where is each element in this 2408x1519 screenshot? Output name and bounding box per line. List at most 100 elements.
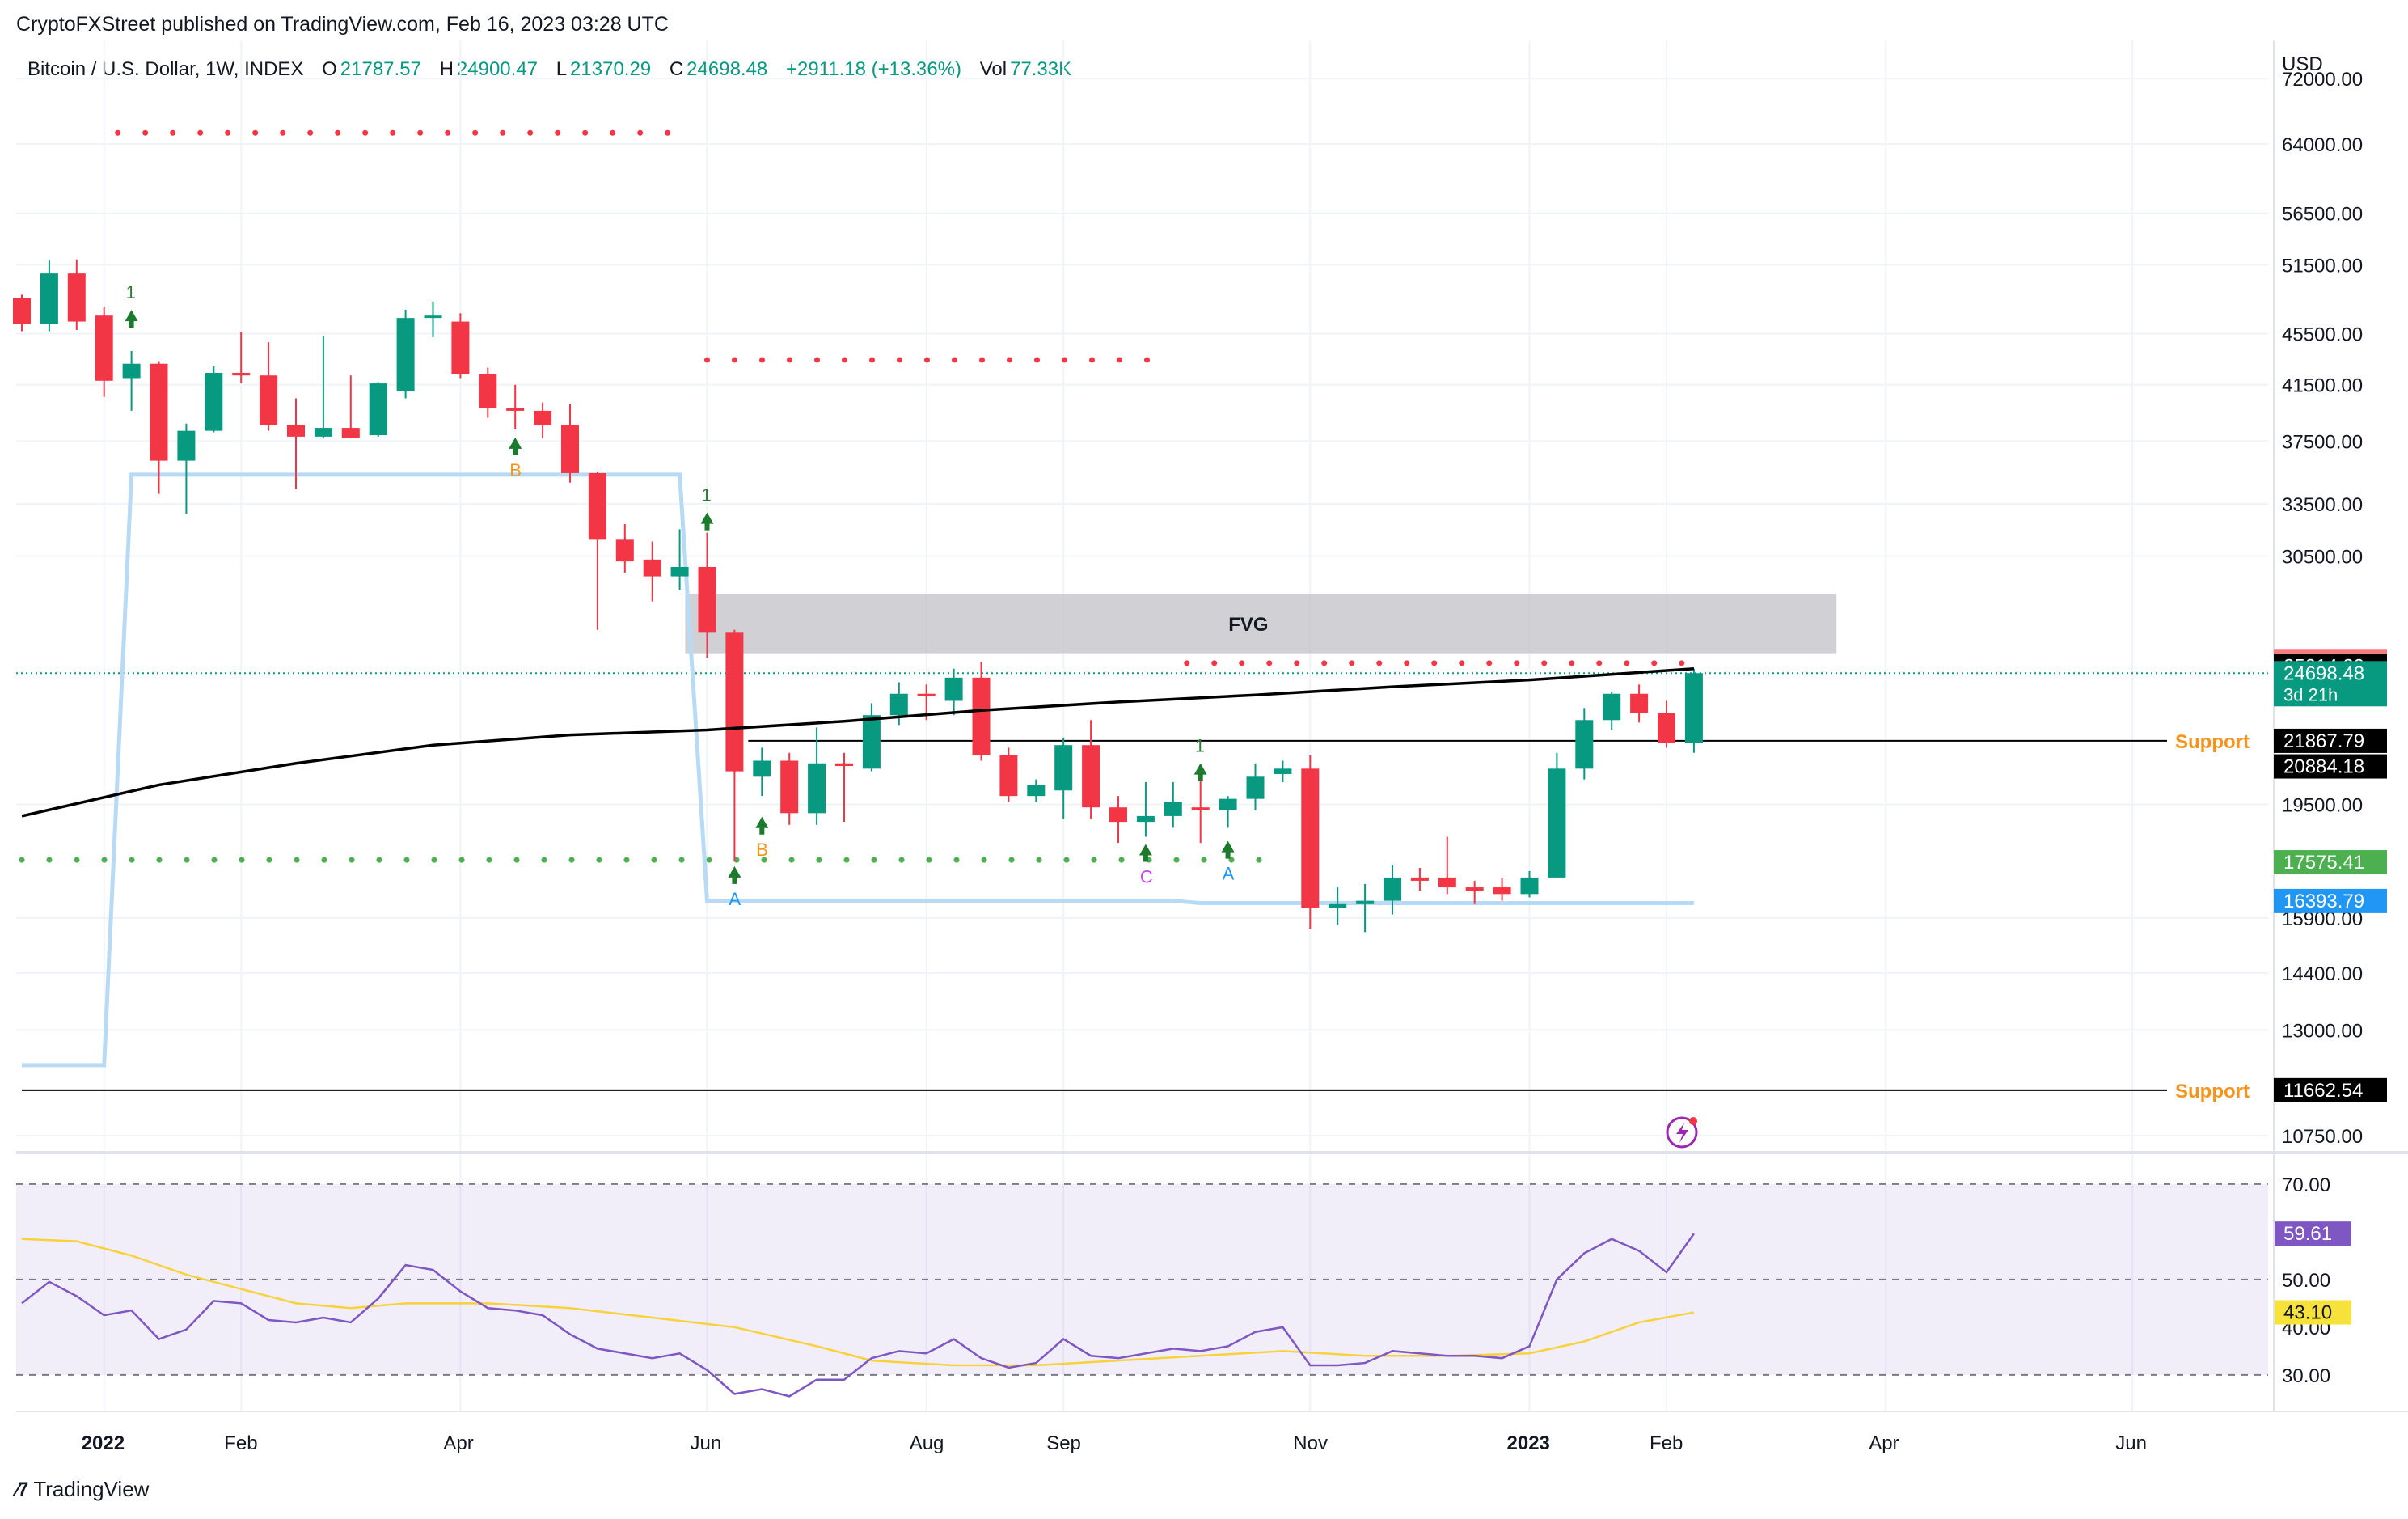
candle-body (451, 321, 470, 374)
price-axis-label-text: 24698.48 (2283, 662, 2364, 684)
candle-body (1164, 802, 1182, 816)
rsi-tick-label: 30.00 (2282, 1365, 2330, 1387)
dotted-level-dot (871, 857, 877, 863)
rsi-axis-label-text: 59.61 (2283, 1223, 2332, 1245)
price-axis-label (2274, 1077, 2387, 1102)
candle-body (1329, 903, 1347, 908)
dotted-level-dot (1063, 857, 1070, 863)
candle-body (862, 715, 881, 769)
candle-body (314, 428, 332, 437)
dotted-level-dot (390, 129, 396, 136)
candle-series (13, 259, 1703, 933)
y-tick-label: 64000.00 (2282, 134, 2363, 156)
candle-body (232, 372, 251, 376)
candle-body (534, 410, 552, 425)
dotted-level-dot (46, 857, 53, 863)
candle-body (780, 760, 799, 814)
dotted-level-dot (761, 857, 767, 863)
dotted-level-dot (541, 857, 547, 863)
rsi-axis-label-text: 43.10 (2283, 1302, 2332, 1324)
dotted-level-dot (349, 857, 355, 863)
dotted-level-dot (1256, 857, 1262, 863)
dotted-level-dot (1266, 660, 1273, 666)
dotted-level-dot (843, 857, 850, 863)
buy-signal-arrow-icon (509, 437, 522, 455)
dotted-level-dot (1486, 660, 1493, 666)
candle-body (1684, 673, 1703, 743)
dotted-level-dot (156, 857, 163, 863)
dotted-level-dot (555, 129, 561, 136)
dotted-level-dot (486, 857, 492, 863)
candle-body (260, 375, 278, 425)
dotted-level-dot (787, 357, 792, 363)
candle-body (1054, 745, 1073, 791)
dotted-level-dot (623, 857, 630, 863)
dotted-level-dot (1541, 660, 1548, 666)
candle-body (588, 472, 606, 540)
candle-body (1384, 877, 1401, 901)
dotted-level-dot (335, 129, 341, 136)
symbol-name[interactable]: Bitcoin / U.S. Dollar, 1W, INDEX (27, 58, 304, 80)
time-axis: 2022 Feb Apr Jun Aug Sep Nov 2023 Feb Apr Jun (82, 1432, 2147, 1454)
open-label: O (322, 58, 337, 80)
dotted-level-dot (953, 857, 960, 863)
footer-brand-label: TradingView (33, 1477, 150, 1501)
rsi-tick-label: 50.00 (2282, 1270, 2330, 1292)
candle-body (95, 315, 113, 381)
candle-body (1548, 768, 1566, 878)
dotted-level-dot (814, 357, 820, 363)
dotted-level-dot (1091, 857, 1097, 863)
dotted-level-dot (1431, 660, 1438, 666)
dotted-level-dot (445, 129, 451, 136)
candle-body (1219, 798, 1237, 810)
y-tick-label: 13000.00 (2282, 1020, 2363, 1042)
close-label: C (669, 58, 684, 80)
candle-body (1410, 877, 1429, 881)
candle-body (1575, 720, 1594, 769)
candle-body (1520, 877, 1539, 895)
buy-signal-arrow-icon (700, 512, 714, 531)
candle-body (506, 408, 525, 411)
signal-label: 1 (126, 282, 136, 303)
price-axis-label-text: 16393.79 (2283, 891, 2364, 912)
support-label: Support (2175, 1081, 2250, 1102)
y-tick-label: 10750.00 (2282, 1126, 2363, 1148)
dotted-level-dot (101, 857, 108, 863)
high-value: 24900.47 (456, 58, 539, 80)
countdown-label: 3d 21h (2283, 684, 2338, 704)
dotted-level-dot (431, 857, 437, 863)
dotted-level-dot (1184, 660, 1190, 666)
dotted-level-dot (252, 129, 259, 136)
price-axis-label (2274, 754, 2387, 779)
candle-body (917, 693, 936, 696)
dotted-level-dot (1569, 660, 1575, 666)
dotted-level-dot (637, 129, 644, 136)
price-axis-label-text: 17575.41 (2283, 852, 2364, 874)
volume-value: 77.33K (1010, 58, 1072, 80)
footer-brand[interactable]: ⁄7 TradingView (16, 1477, 149, 1502)
dotted-level-dot (1679, 660, 1685, 666)
dotted-level-dot (1211, 660, 1218, 666)
candle-body (1246, 776, 1265, 799)
dotted-level-dot (129, 857, 135, 863)
price-axis-label-text: 11662.54 (2283, 1080, 2363, 1102)
dotted-level-dot (1349, 660, 1355, 666)
dotted-level-dot (1404, 660, 1410, 666)
dotted-level-dot (376, 857, 382, 863)
dotted-level-dot (513, 857, 520, 863)
candle-body (341, 428, 360, 438)
dotted-level-dot (472, 129, 479, 136)
candle-body (615, 539, 634, 562)
dotted-level-dot (842, 357, 847, 363)
dotted-level-dot (981, 857, 987, 863)
dotted-level-dot (979, 357, 985, 363)
dotted-level-dot (1007, 357, 1012, 363)
y-tick-label: 14400.00 (2282, 963, 2363, 985)
dotted-level-dot (568, 857, 575, 863)
grid (16, 40, 2268, 1411)
candle-body (1301, 768, 1320, 908)
x-tick-label: Apr (1869, 1432, 1899, 1454)
y-tick-label: 41500.00 (2282, 375, 2363, 397)
candle-body (1191, 807, 1210, 810)
